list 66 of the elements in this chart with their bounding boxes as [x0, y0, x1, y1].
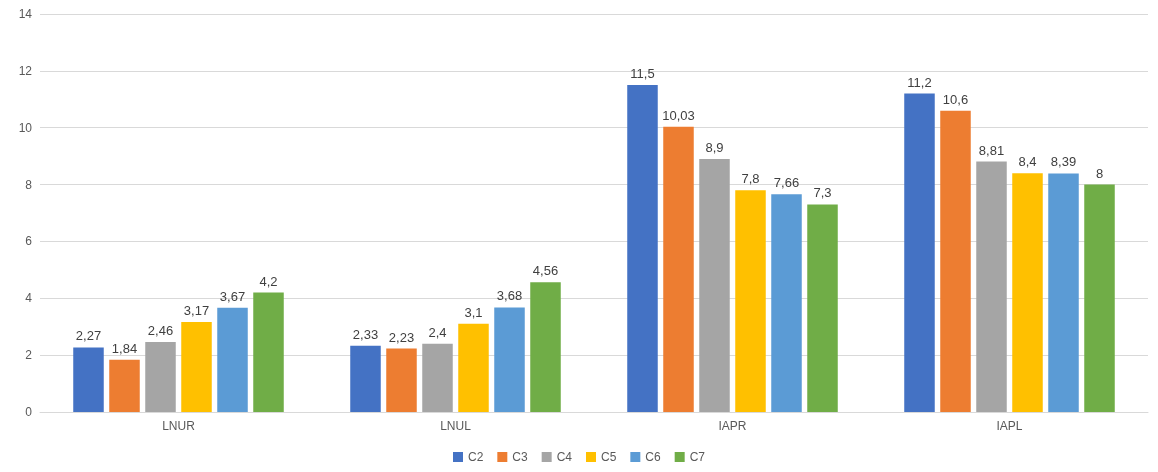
- bar: [422, 343, 453, 412]
- data-label: 8,39: [1050, 154, 1077, 170]
- bar: [807, 204, 838, 412]
- bar: [458, 323, 489, 412]
- legend-label: C4: [556, 450, 573, 464]
- data-label: 2,23: [388, 329, 415, 345]
- bar: [494, 307, 525, 412]
- bar: [976, 161, 1007, 412]
- y-tick-label: 6: [25, 234, 33, 249]
- data-label: 3,67: [219, 288, 246, 304]
- data-label: 1,84: [111, 340, 138, 356]
- bar: [530, 282, 561, 412]
- data-label: 11,2: [907, 74, 932, 90]
- bar: [181, 321, 212, 412]
- y-tick-label: 2: [25, 348, 33, 363]
- bar: [699, 158, 730, 412]
- x-tick-label: LNUR: [162, 419, 196, 433]
- y-tick-label: 8: [25, 177, 33, 192]
- data-label: 10,6: [942, 91, 969, 107]
- bar: [253, 292, 284, 412]
- y-tick-label: 0: [25, 405, 33, 419]
- bar: [350, 345, 381, 412]
- data-label: 8,4: [1018, 154, 1037, 170]
- x-tick-label: LNUL: [440, 419, 472, 433]
- bar: [73, 347, 104, 412]
- data-label: 8,9: [705, 139, 724, 155]
- bar: [771, 194, 802, 412]
- bar: [1048, 173, 1079, 412]
- bar: [1012, 173, 1043, 412]
- data-label: 11,5: [630, 66, 655, 82]
- y-tick-label: 4: [25, 291, 33, 306]
- bar: [940, 110, 971, 412]
- legend-label: C7: [689, 450, 706, 464]
- x-tick-label: IAPR: [718, 419, 747, 433]
- data-label: 7,66: [773, 175, 800, 191]
- bar: [663, 126, 694, 412]
- bar: [217, 307, 248, 412]
- data-label: 2,27: [75, 328, 102, 344]
- data-label: 7,8: [741, 171, 760, 187]
- data-label: 2,4: [428, 324, 447, 340]
- y-tick-label: 10: [18, 120, 33, 135]
- legend-label: C5: [601, 450, 617, 464]
- bar: [904, 93, 935, 412]
- legend-label: C6: [645, 450, 662, 464]
- data-label: 3,17: [183, 302, 210, 318]
- bar: [109, 359, 140, 412]
- data-label: 3,1: [464, 304, 483, 320]
- bar: [1084, 184, 1115, 412]
- bar: [386, 348, 417, 412]
- data-label: 7,3: [813, 185, 832, 201]
- data-label: 10,03: [662, 107, 695, 123]
- data-label: 2,33: [352, 326, 379, 342]
- bar: [145, 342, 176, 412]
- data-label: 4,2: [259, 273, 278, 289]
- legend-label: C2: [467, 450, 484, 464]
- data-label: 4,56: [532, 263, 559, 279]
- data-label: 2,46: [147, 323, 174, 339]
- y-tick-label: 12: [18, 63, 33, 78]
- bar: [627, 85, 658, 412]
- x-tick-label: IAPL: [996, 419, 1023, 433]
- legend-label: C3: [512, 450, 528, 464]
- bar: [735, 190, 766, 412]
- data-label: 8,81: [978, 142, 1005, 158]
- data-label: 3,68: [496, 288, 523, 304]
- data-label: 8: [1095, 165, 1104, 181]
- y-tick-label: 14: [18, 7, 33, 21]
